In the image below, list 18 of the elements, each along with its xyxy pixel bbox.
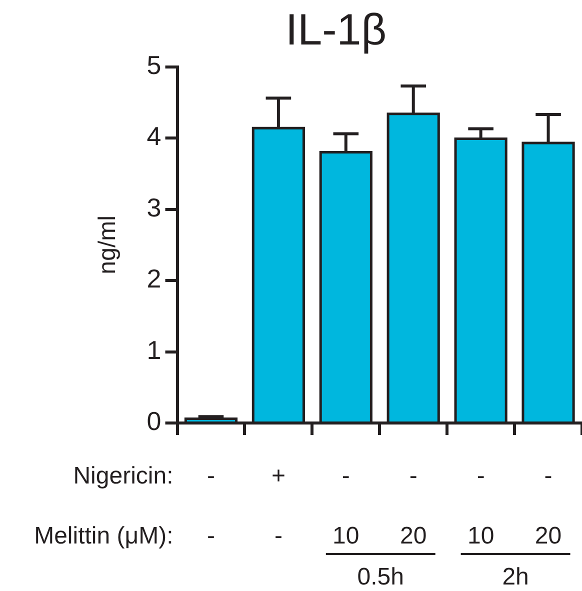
category-label: - 20 <box>534 462 562 550</box>
category-label: - 20 <box>400 462 427 550</box>
text: Nigericin: <box>73 462 174 490</box>
text: 2h <box>502 564 529 591</box>
category-label: + - <box>271 462 286 550</box>
y-tick-label: 4 <box>146 121 162 152</box>
text: 0.5h <box>357 564 404 591</box>
y-tick-label: 1 <box>146 334 162 365</box>
y-axis-title: ng/ml <box>94 216 122 274</box>
text: Melittin (μM): <box>34 522 174 550</box>
y-tick-label: 2 <box>146 264 162 294</box>
y-tick-label: 5 <box>146 50 162 80</box>
y-tick-label: 3 <box>146 192 162 222</box>
category-label: - 10 <box>467 462 494 550</box>
chart-title: IL-1β <box>285 6 387 55</box>
category-label: - 10 <box>332 462 360 550</box>
y-tick-label: 0 <box>146 406 162 436</box>
category-label: - - <box>206 462 215 550</box>
